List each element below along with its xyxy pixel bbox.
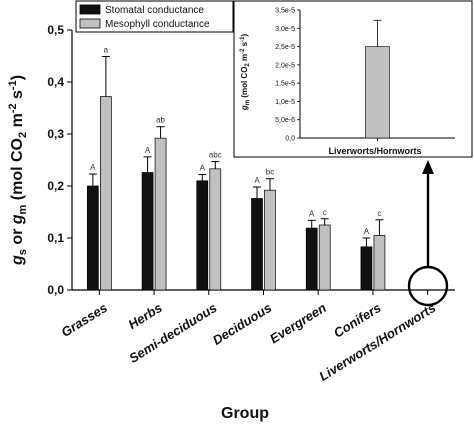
- y-tick-label: 0,1: [47, 231, 64, 245]
- inset-frame: [233, 0, 473, 158]
- inset-y-tick-label: 1,5e-5: [275, 81, 295, 88]
- significance-label: A: [254, 176, 260, 185]
- bar-stomatal: [251, 198, 263, 291]
- inset-y-tick-label: 5,0e-6: [275, 117, 295, 124]
- category-label: Evergreen: [267, 300, 329, 346]
- inset-bars: [365, 19, 390, 139]
- category-label: Grasses: [59, 300, 110, 340]
- legend-label-mesophyll: Mesophyll conductance: [105, 19, 210, 30]
- y-tick-label: 0,4: [47, 75, 64, 89]
- bar-mesophyll: [264, 189, 276, 291]
- y-tick-label: 0,2: [47, 179, 64, 193]
- y-axis-title: gs or gm (mol CO2 m-2 s-1): [7, 75, 29, 266]
- y-tick-label: 0,3: [47, 127, 64, 141]
- bar-mesophyll: [318, 224, 331, 291]
- bar-stomatal: [141, 172, 154, 291]
- inset-bar-mesophyll: [365, 46, 390, 139]
- legend-label-stomatal: Stomatal conductance: [105, 5, 204, 16]
- bar-stomatal: [305, 227, 318, 291]
- significance-label: c: [323, 208, 327, 217]
- y-tick-label: 0,0: [47, 283, 64, 297]
- bar-mesophyll: [373, 235, 386, 291]
- category-label: Herbs: [126, 300, 165, 332]
- inset-y-tick-label: 2,0e-5: [275, 62, 295, 69]
- inset-category-label: Liverworts/Hornworts: [328, 146, 421, 156]
- inset-y-axis-title: gm (mol CO2 m-2 s-1): [240, 34, 251, 112]
- bar-mesophyll: [209, 168, 222, 291]
- legend: Stomatal conductance Mesophyll conductan…: [75, 0, 234, 33]
- legend-frame: [75, 0, 234, 33]
- arrow-head: [422, 160, 434, 174]
- inset-y-tick-label: 3,5e-5: [275, 8, 295, 15]
- inset-y-tick-label: 0,0: [285, 136, 295, 143]
- main-axes: 0,0 0,1 0,2 0,3 0,4 0,5: [47, 23, 455, 297]
- significance-label: A: [200, 164, 206, 173]
- bar-mesophyll: [100, 96, 112, 291]
- inset-y-tick-label: 2,5e-5: [275, 44, 295, 51]
- bar-stomatal: [360, 246, 373, 291]
- significance-label: a: [104, 46, 109, 55]
- legend-swatch-stomatal: [79, 4, 101, 15]
- legend-swatch-mesophyll: [79, 18, 101, 29]
- significance-label: A: [309, 209, 315, 218]
- inset-y-tick-label: 1,0e-5: [275, 99, 295, 106]
- y-tick-label: 0,5: [47, 23, 64, 37]
- significance-label: A: [145, 146, 151, 155]
- category-label: Deciduous: [210, 300, 274, 348]
- inset-y-tick-label: 3,0e-5: [275, 26, 295, 33]
- significance-label: bc: [266, 168, 274, 177]
- significance-label: ab: [156, 116, 165, 125]
- x-axis-title: Group: [221, 405, 269, 422]
- significance-label: A: [364, 227, 370, 236]
- bar-mesophyll: [154, 137, 167, 291]
- bar-stomatal: [87, 185, 99, 291]
- main-category-labels: Grasses HerbsSemi-deciduousDeciduousEverg…: [59, 300, 439, 384]
- highlight-circle: [407, 265, 449, 307]
- bar-stomatal: [196, 180, 209, 291]
- significance-label: A: [90, 163, 96, 172]
- significance-label: abc: [209, 151, 222, 160]
- significance-label: c: [377, 209, 381, 218]
